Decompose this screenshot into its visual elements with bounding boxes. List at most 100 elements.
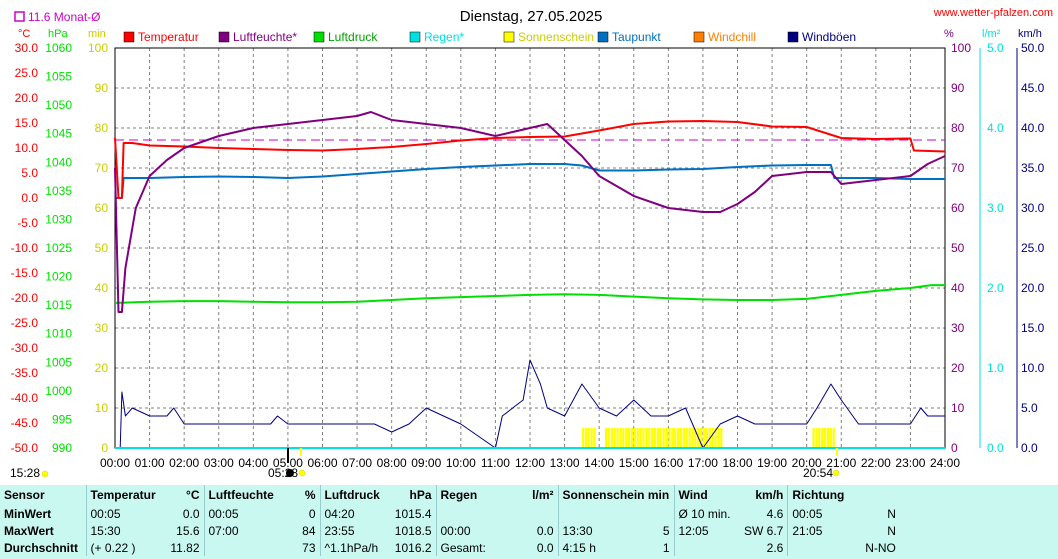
hdr-humidity: Luftfeuchte	[203, 485, 282, 505]
stats-cell-wind_val: SW 6.7	[744, 523, 784, 538]
tick-temp_c: -25.0	[11, 316, 39, 330]
tick-pressure_hpa: 1035	[45, 184, 72, 198]
tick-pressure_hpa: 1030	[45, 212, 72, 226]
legend-swatch	[409, 31, 421, 43]
sunshine-bar	[625, 428, 628, 448]
hdr-wind: Wind	[673, 485, 740, 505]
series-temperatur	[114, 120, 946, 199]
stats-cell-rain_val: 0.0	[536, 523, 554, 538]
sunshine-bar	[823, 428, 827, 448]
stats-cell-hum_time: 07:00	[203, 522, 282, 539]
legend-swatch	[218, 31, 230, 43]
series-lines	[114, 111, 946, 449]
tick-rain_lm2: 4.0	[987, 121, 1004, 135]
tick-temp_c: 30.0	[15, 41, 39, 55]
x-tick-label: 17:00	[688, 456, 718, 470]
sunshine-bar	[581, 428, 585, 448]
stats-row: MaxWert 15:30 15.6 07:00 84 23:55 1018.5 00:00 0…	[0, 522, 900, 539]
tick-wind_kmh: 20.0	[1021, 281, 1045, 295]
tick-pressure_hpa: 1020	[45, 270, 72, 284]
sunshine-bar	[607, 428, 611, 448]
tick-temp_c: 15.0	[15, 116, 39, 130]
tick-temp_c: -15.0	[11, 266, 39, 280]
x-tick-label: 06:00	[307, 456, 337, 470]
tick-temp_c: -30.0	[11, 341, 39, 355]
tick-pressure_hpa: 1000	[45, 384, 72, 398]
x-tick-label: 22:00	[861, 456, 891, 470]
month-avg-icon	[14, 11, 25, 22]
tick-temp_c: 0.0	[21, 191, 38, 205]
tick-temp_c: 25.0	[15, 66, 39, 80]
stats-cell-press_val: 1016.2	[394, 540, 432, 555]
legend-swatch	[693, 31, 705, 43]
x-tick-label: 18:00	[722, 456, 752, 470]
sunshine-bar	[679, 428, 683, 448]
sunshine-bar	[593, 428, 596, 448]
sunshine-bar	[714, 428, 717, 448]
tick-rain_lm2: 3.0	[987, 201, 1004, 215]
tick-wind_kmh: 0.0	[1021, 441, 1038, 455]
sunshine-bar	[584, 428, 587, 448]
stats-cell-rain_val	[506, 505, 558, 522]
stats-cell-rain_time: Gesamt:	[435, 539, 506, 556]
sunshine-bar	[700, 428, 703, 448]
tick-wind_kmh: 15.0	[1021, 321, 1045, 335]
sunshine-bar	[711, 428, 714, 448]
stats-row: Durchschnitt (+ 0.22 ) 11.82 73 ^1.1hPa/h 101…	[0, 539, 900, 556]
stats-cell-hum_time: 00:05	[203, 505, 282, 522]
sunrise-icon	[286, 469, 294, 477]
stats-cell-temp_val: 15.6	[176, 523, 200, 538]
stats-cell-dir_val: N	[887, 506, 896, 521]
tick-humidity_pct: 100	[951, 41, 971, 55]
unit-rain: l/m²	[982, 28, 1001, 40]
tick-wind_kmh: 30.0	[1021, 201, 1045, 215]
stats-cell-sun_time	[557, 505, 638, 522]
sunshine-bar	[668, 428, 671, 448]
tick-pressure_hpa: 1010	[45, 327, 72, 341]
legend-label: Windböen	[802, 30, 856, 44]
stats-cell-temp_time: 15:30	[85, 522, 162, 539]
tick-temp_c: -50.0	[11, 441, 39, 455]
sunshine-bar	[636, 428, 639, 448]
stats-cell-wind_time: Ø 10 min.	[673, 505, 740, 522]
sunshine-bar	[656, 428, 660, 448]
sunshine-bar	[639, 428, 642, 448]
sunset-time: 20:54	[803, 466, 833, 480]
unit-wind: km/h	[1018, 28, 1042, 40]
hdr-sensor: Sensor	[4, 488, 45, 502]
sunshine-bar	[688, 428, 691, 448]
sunshine-bar	[610, 428, 613, 448]
stats-cell-press_time: ^1.1hPa/h	[319, 539, 390, 556]
tick-humidity_pct: 90	[951, 81, 965, 95]
sunshine-bar	[659, 428, 662, 448]
stats-cell-rain_time	[435, 505, 506, 522]
sunshine-bar	[815, 428, 818, 448]
stats-cell-temp_time: 00:05	[85, 505, 162, 522]
x-tick-label: 11:00	[481, 456, 510, 470]
legend-label: Luftfeuchte*	[233, 30, 297, 44]
stats-cell-sun_time: 4:15 h	[557, 539, 638, 556]
sunshine-bar	[676, 428, 680, 448]
stats-cell-dir_val: N-NO	[865, 540, 896, 555]
stats-cell-label: MaxWert	[4, 523, 54, 538]
chart-title: Dienstag, 27.05.2025	[460, 8, 603, 25]
tick-wind_kmh: 35.0	[1021, 161, 1045, 175]
stats-cell-temp_val: 0.0	[182, 506, 200, 521]
tick-pressure_hpa: 1055	[45, 70, 72, 84]
x-tick-label: 08:00	[377, 456, 407, 470]
hdr-sunshine: Sonnenschein min	[557, 485, 674, 505]
tick-rain_lm2: 5.0	[987, 41, 1004, 55]
tick-pressure_hpa: 995	[52, 412, 72, 426]
start-time: 15:28	[10, 466, 40, 480]
hdr-rain: Regen	[435, 485, 506, 505]
stats-cell-temp_val: 11.82	[170, 540, 200, 555]
x-tick-label: 21:00	[826, 456, 856, 470]
hdr-wind-unit: km/h	[755, 488, 784, 502]
sunshine-bar	[682, 428, 685, 448]
x-tick-label: 01:00	[135, 456, 165, 470]
stats-cell-sun_time: 13:30	[557, 522, 638, 539]
stats-cell-dir_time: 00:05	[787, 505, 858, 522]
stats-cell-label: MinWert	[4, 506, 52, 521]
legend-swatch	[597, 31, 609, 43]
x-tick-label: 03:00	[204, 456, 234, 470]
